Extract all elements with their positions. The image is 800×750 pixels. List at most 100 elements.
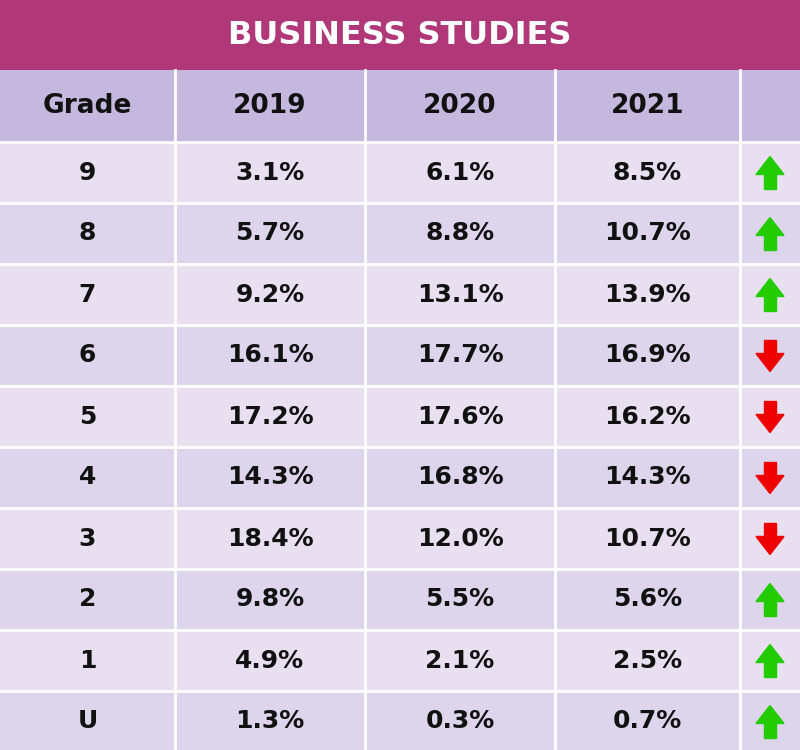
- Text: 9.8%: 9.8%: [235, 587, 305, 611]
- Polygon shape: [756, 706, 784, 724]
- Text: 16.8%: 16.8%: [417, 466, 503, 490]
- Polygon shape: [756, 584, 784, 602]
- Polygon shape: [764, 400, 776, 415]
- Bar: [740, 70, 800, 142]
- Polygon shape: [756, 536, 784, 554]
- Bar: [555, 70, 740, 142]
- Text: 6: 6: [79, 344, 96, 368]
- Text: 18.4%: 18.4%: [226, 526, 314, 550]
- Bar: [0, 70, 175, 142]
- Polygon shape: [756, 157, 784, 175]
- Text: 6.1%: 6.1%: [426, 160, 494, 184]
- Bar: [555, 386, 740, 447]
- Bar: [365, 630, 555, 691]
- Bar: [740, 569, 800, 630]
- Text: 10.7%: 10.7%: [604, 221, 691, 245]
- Polygon shape: [756, 353, 784, 371]
- Bar: [0, 203, 175, 264]
- Bar: [555, 203, 740, 264]
- Polygon shape: [764, 461, 776, 476]
- Bar: [175, 630, 365, 691]
- Text: 5: 5: [79, 404, 96, 428]
- Bar: [740, 203, 800, 264]
- Bar: [0, 447, 175, 508]
- Bar: [740, 386, 800, 447]
- Bar: [175, 386, 365, 447]
- Bar: [0, 264, 175, 325]
- Bar: [555, 569, 740, 630]
- Text: 5.5%: 5.5%: [426, 587, 494, 611]
- Bar: [365, 203, 555, 264]
- Text: 14.3%: 14.3%: [604, 466, 691, 490]
- Text: 0.3%: 0.3%: [426, 710, 494, 734]
- Text: 10.7%: 10.7%: [604, 526, 691, 550]
- Text: 0.7%: 0.7%: [613, 710, 682, 734]
- Text: 17.2%: 17.2%: [226, 404, 314, 428]
- Bar: [555, 142, 740, 203]
- Polygon shape: [764, 523, 776, 536]
- Polygon shape: [764, 602, 776, 616]
- Text: 2.1%: 2.1%: [426, 649, 494, 673]
- Bar: [365, 508, 555, 569]
- Text: U: U: [78, 710, 98, 734]
- Bar: [365, 264, 555, 325]
- Bar: [740, 264, 800, 325]
- Bar: [555, 447, 740, 508]
- Bar: [740, 630, 800, 691]
- Text: 2021: 2021: [610, 93, 684, 119]
- Text: 2: 2: [79, 587, 96, 611]
- Text: 17.7%: 17.7%: [417, 344, 503, 368]
- Text: 2019: 2019: [233, 93, 307, 119]
- Bar: [0, 569, 175, 630]
- Text: 1: 1: [78, 649, 96, 673]
- Polygon shape: [756, 476, 784, 494]
- Bar: [555, 264, 740, 325]
- Bar: [175, 569, 365, 630]
- Text: 3.1%: 3.1%: [235, 160, 305, 184]
- Text: 13.9%: 13.9%: [604, 283, 691, 307]
- Polygon shape: [764, 724, 776, 737]
- Bar: [0, 508, 175, 569]
- Bar: [365, 569, 555, 630]
- Polygon shape: [756, 644, 784, 662]
- Polygon shape: [764, 236, 776, 250]
- Polygon shape: [764, 175, 776, 188]
- Text: 3: 3: [79, 526, 96, 550]
- Bar: [0, 630, 175, 691]
- Text: 2020: 2020: [423, 93, 497, 119]
- Text: 2.5%: 2.5%: [613, 649, 682, 673]
- Polygon shape: [756, 415, 784, 433]
- Bar: [555, 508, 740, 569]
- Bar: [175, 447, 365, 508]
- Text: 8: 8: [79, 221, 96, 245]
- Bar: [175, 142, 365, 203]
- Text: 1.3%: 1.3%: [235, 710, 305, 734]
- Bar: [365, 691, 555, 750]
- Bar: [555, 691, 740, 750]
- Text: 7: 7: [79, 283, 96, 307]
- Text: Grade: Grade: [43, 93, 132, 119]
- Bar: [175, 691, 365, 750]
- Text: 5.7%: 5.7%: [235, 221, 305, 245]
- Text: BUSINESS STUDIES: BUSINESS STUDIES: [228, 20, 572, 50]
- Text: 16.2%: 16.2%: [604, 404, 691, 428]
- Bar: [0, 325, 175, 386]
- Text: 8.8%: 8.8%: [426, 221, 494, 245]
- Bar: [365, 70, 555, 142]
- Text: 9.2%: 9.2%: [235, 283, 305, 307]
- Polygon shape: [764, 662, 776, 676]
- Bar: [740, 142, 800, 203]
- Bar: [175, 325, 365, 386]
- Text: 17.6%: 17.6%: [417, 404, 503, 428]
- Bar: [555, 325, 740, 386]
- Text: 16.1%: 16.1%: [226, 344, 314, 368]
- Bar: [175, 264, 365, 325]
- Text: 4.9%: 4.9%: [235, 649, 305, 673]
- Bar: [175, 203, 365, 264]
- Bar: [175, 508, 365, 569]
- Text: 4: 4: [79, 466, 96, 490]
- Polygon shape: [756, 217, 784, 236]
- Bar: [0, 0, 800, 70]
- Bar: [0, 142, 175, 203]
- Bar: [175, 70, 365, 142]
